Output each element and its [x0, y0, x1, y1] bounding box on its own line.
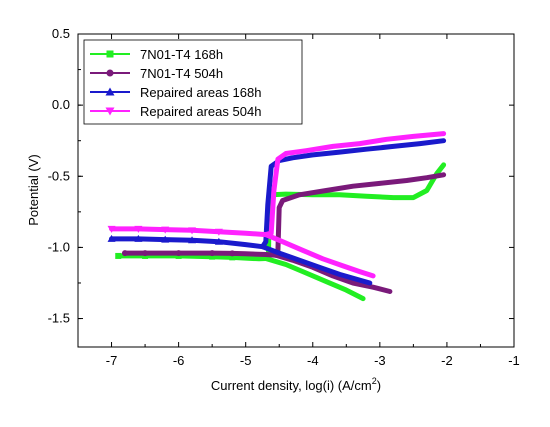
y-tick-label: -0.5	[48, 168, 70, 183]
series-marker	[115, 252, 122, 259]
series-marker	[161, 226, 170, 234]
y-tick-label: -1.0	[48, 239, 70, 254]
x-axis-title-end: )	[377, 378, 381, 393]
x-tick-label: -4	[307, 353, 319, 368]
series-cathodic-line	[260, 244, 373, 286]
series-anodic-line	[109, 138, 447, 250]
x-tick-label: -7	[106, 353, 118, 368]
series-3	[107, 138, 447, 286]
x-tick-label: -6	[173, 353, 185, 368]
series-layer	[107, 131, 447, 302]
legend-entries: 7N01-T4 168h 7N01-T4 504h Repaired areas 1…	[90, 47, 261, 119]
series-4	[107, 131, 447, 279]
legend-marker	[106, 50, 114, 58]
legend-label: Repaired areas 504h	[140, 104, 261, 119]
x-axis-title: Current density, log(i) (A/cm2)	[211, 376, 381, 393]
x-tick-label: -5	[240, 353, 252, 368]
series-cathodic-line	[263, 256, 366, 302]
x-axis-title-superscript: 2	[372, 376, 377, 386]
series-marker	[161, 235, 170, 243]
x-tick-label: -1	[508, 353, 520, 368]
legend-marker	[106, 69, 114, 77]
y-tick-label: 0.5	[52, 26, 70, 41]
plot-frame	[77, 33, 515, 348]
series-marker	[134, 234, 143, 242]
series-marker	[209, 250, 216, 257]
series-marker	[188, 236, 197, 244]
y-axis-title: Potential (V)	[26, 154, 41, 226]
ticks-layer: -7 -6 -5 -4 -3 -2 -1 0.5 0.0 -0.5 -1.0 -1.5	[48, 26, 520, 368]
legend-marker	[105, 87, 115, 96]
x-tick-label: -3	[374, 353, 386, 368]
series-anodic-line	[109, 131, 447, 238]
legend-label: Repaired areas 168h	[140, 85, 261, 100]
series-marker	[214, 237, 223, 245]
legend-marker	[105, 107, 115, 116]
x-axis-title-main: Current density, log(i) (A/cm	[211, 378, 372, 393]
legend: 7N01-T4 168h 7N01-T4 504h Repaired areas 1…	[83, 39, 303, 125]
legend-label: 7N01-T4 168h	[140, 47, 223, 62]
series-marker	[107, 234, 116, 242]
series-marker	[229, 250, 236, 257]
series-marker	[214, 228, 223, 236]
legend-label: 7N01-T4 504h	[140, 66, 223, 81]
y-tick-label: 0.0	[52, 97, 70, 112]
series-marker	[142, 250, 149, 257]
series-marker	[134, 225, 143, 233]
series-marker	[229, 254, 236, 261]
series-marker	[121, 250, 128, 257]
series-cathodic-line	[263, 232, 376, 279]
series-marker	[209, 253, 216, 260]
series-marker	[107, 225, 116, 233]
x-tick-label: -2	[441, 353, 453, 368]
series-marker	[188, 227, 197, 235]
series-marker	[175, 250, 182, 257]
y-tick-label: -1.5	[48, 311, 70, 326]
series-anodic-line	[122, 172, 447, 258]
